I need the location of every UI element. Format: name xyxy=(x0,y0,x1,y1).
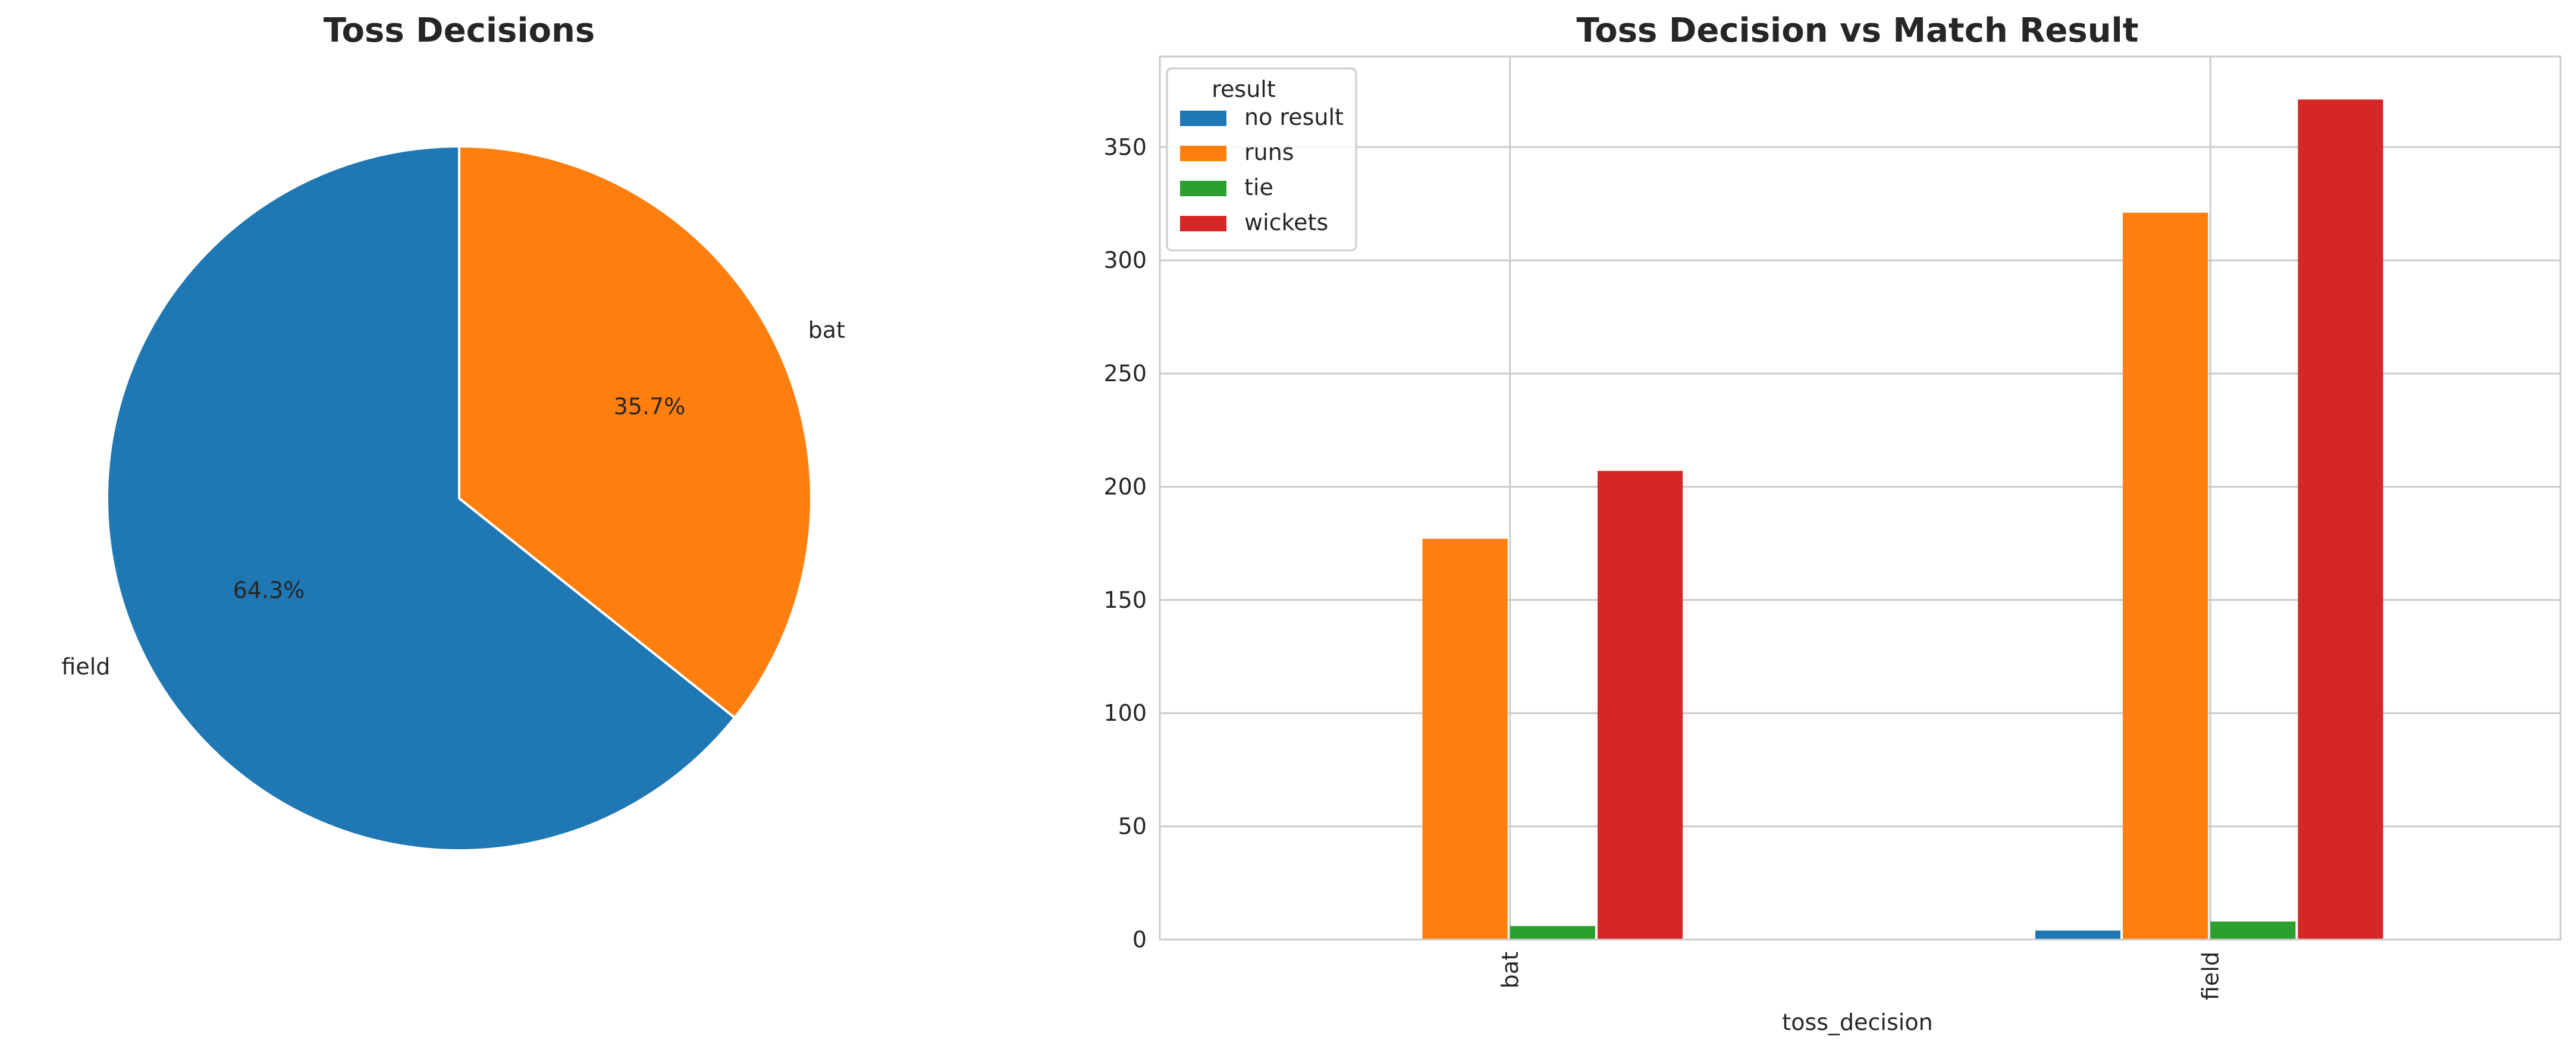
y-tick-label: 350 xyxy=(1103,134,1147,160)
bar-field-tie xyxy=(2210,921,2296,940)
pie-label-bat: bat xyxy=(808,317,845,343)
bar-title: Toss Decision vs Match Result xyxy=(1576,11,2138,50)
pie-pct-field: 64.3% xyxy=(233,577,305,603)
x-tick-label: field xyxy=(2197,951,2223,1000)
y-tick-label: 300 xyxy=(1103,247,1147,274)
pie-slice-field xyxy=(106,145,736,852)
legend-title: result xyxy=(1212,76,1276,102)
y-tick-label: 250 xyxy=(1103,360,1147,387)
pie-slices xyxy=(106,145,812,852)
legend-entry: tie xyxy=(1244,174,1273,200)
legend-swatch xyxy=(1180,216,1226,231)
bar-field-no-result xyxy=(2035,930,2121,940)
pie-title: Toss Decisions xyxy=(324,11,595,50)
pie-label-field: field xyxy=(61,654,110,680)
pie-pct-bat: 35.7% xyxy=(614,394,686,420)
bar-field-runs xyxy=(2123,212,2208,940)
pie-chart: Toss Decisions field 64.3% bat 35.7% xyxy=(61,11,845,852)
legend-entry: wickets xyxy=(1244,209,1328,235)
bar-bat-runs xyxy=(1422,539,1508,940)
x-tick-label: bat xyxy=(1497,951,1523,988)
y-tick-label: 0 xyxy=(1132,927,1147,953)
legend-swatch xyxy=(1180,181,1226,196)
bar-bat-wickets xyxy=(1597,470,1683,940)
bar-bars xyxy=(1422,99,2383,940)
legend-swatch xyxy=(1180,146,1226,161)
bar-field-wickets xyxy=(2298,99,2383,940)
bar-chart: Toss Decision vs Match Result 0 50 100 150 2… xyxy=(1103,11,2562,1035)
legend-swatch xyxy=(1180,111,1226,126)
pie-labels: field 64.3% bat 35.7% xyxy=(61,317,845,680)
y-tick-label: 100 xyxy=(1103,700,1147,726)
bar-bat-tie xyxy=(1510,926,1595,940)
plot-frame xyxy=(1159,55,2562,941)
x-tick-labels: bat field xyxy=(1497,951,2224,1000)
pie-slice-bat xyxy=(458,145,812,720)
legend-entry: runs xyxy=(1244,139,1294,165)
y-tick-labels: 0 50 100 150 200 250 300 350 xyxy=(1103,134,1147,953)
legend-entry: no result xyxy=(1244,104,1344,130)
y-tick-label: 200 xyxy=(1103,473,1147,500)
y-tick-label: 50 xyxy=(1118,814,1147,840)
x-axis-label: toss_decision xyxy=(1782,1009,1932,1035)
y-tick-label: 150 xyxy=(1103,587,1147,613)
